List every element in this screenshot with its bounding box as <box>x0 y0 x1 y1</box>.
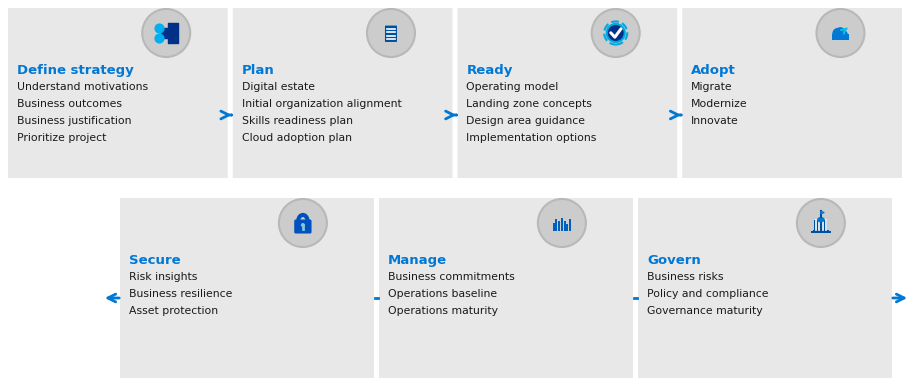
Text: Asset protection: Asset protection <box>129 306 218 316</box>
Circle shape <box>839 30 848 39</box>
Text: Migrate: Migrate <box>692 82 733 92</box>
Text: Policy and compliance: Policy and compliance <box>647 289 769 299</box>
Text: Implementation options: Implementation options <box>467 133 597 143</box>
FancyBboxPatch shape <box>120 198 374 378</box>
Circle shape <box>142 9 190 57</box>
Text: Business resilience: Business resilience <box>129 289 232 299</box>
Circle shape <box>538 199 586 247</box>
Point <box>167 35 181 41</box>
Text: Cloud adoption plan: Cloud adoption plan <box>242 133 352 143</box>
Text: Ready: Ready <box>467 64 513 77</box>
Text: Define strategy: Define strategy <box>17 64 134 77</box>
Point <box>159 30 174 36</box>
Bar <box>813 230 829 231</box>
Text: Governance maturity: Governance maturity <box>647 306 763 316</box>
Bar <box>563 221 566 231</box>
Ellipse shape <box>817 217 824 222</box>
Circle shape <box>278 199 327 247</box>
Text: Digital estate: Digital estate <box>242 82 315 92</box>
Point <box>152 25 167 31</box>
Text: Govern: Govern <box>647 254 701 267</box>
Circle shape <box>301 223 305 227</box>
Text: Business commitments: Business commitments <box>388 272 515 282</box>
Bar <box>570 220 571 231</box>
Circle shape <box>367 9 415 57</box>
Text: Modernize: Modernize <box>692 99 748 109</box>
FancyBboxPatch shape <box>458 8 677 178</box>
Bar <box>561 217 563 231</box>
Text: Adopt: Adopt <box>692 64 736 77</box>
FancyBboxPatch shape <box>8 8 228 178</box>
Text: Operations baseline: Operations baseline <box>388 289 497 299</box>
Text: Business risks: Business risks <box>647 272 723 282</box>
Text: Manage: Manage <box>388 254 447 267</box>
FancyBboxPatch shape <box>385 25 397 42</box>
Circle shape <box>592 9 640 57</box>
Text: Operations maturity: Operations maturity <box>388 306 498 316</box>
Bar <box>566 224 569 231</box>
Text: Understand motivations: Understand motivations <box>17 82 148 92</box>
Text: Risk insights: Risk insights <box>129 272 197 282</box>
Text: Secure: Secure <box>129 254 180 267</box>
Bar <box>555 219 557 231</box>
Text: Prioritize project: Prioritize project <box>17 133 106 143</box>
FancyBboxPatch shape <box>638 198 892 378</box>
Circle shape <box>835 27 845 37</box>
Circle shape <box>833 28 844 39</box>
Circle shape <box>797 199 844 247</box>
Circle shape <box>816 9 864 57</box>
FancyBboxPatch shape <box>682 8 902 178</box>
Text: Business outcomes: Business outcomes <box>17 99 122 109</box>
Point <box>152 35 167 41</box>
Text: Business justification: Business justification <box>17 116 132 126</box>
Bar <box>814 220 827 230</box>
FancyBboxPatch shape <box>233 8 452 178</box>
FancyBboxPatch shape <box>379 198 633 378</box>
Bar <box>558 222 560 231</box>
Text: Landing zone concepts: Landing zone concepts <box>467 99 592 109</box>
Polygon shape <box>821 212 824 213</box>
Text: Initial organization alignment: Initial organization alignment <box>242 99 401 109</box>
Bar <box>833 34 849 40</box>
Bar <box>811 231 831 233</box>
Text: Design area guidance: Design area guidance <box>467 116 585 126</box>
Bar <box>552 223 554 231</box>
Point <box>167 25 181 31</box>
Text: Skills readiness plan: Skills readiness plan <box>242 116 353 126</box>
Text: Plan: Plan <box>242 64 275 77</box>
Text: Innovate: Innovate <box>692 116 739 126</box>
Text: Operating model: Operating model <box>467 82 559 92</box>
Circle shape <box>607 24 625 42</box>
FancyBboxPatch shape <box>294 220 311 234</box>
